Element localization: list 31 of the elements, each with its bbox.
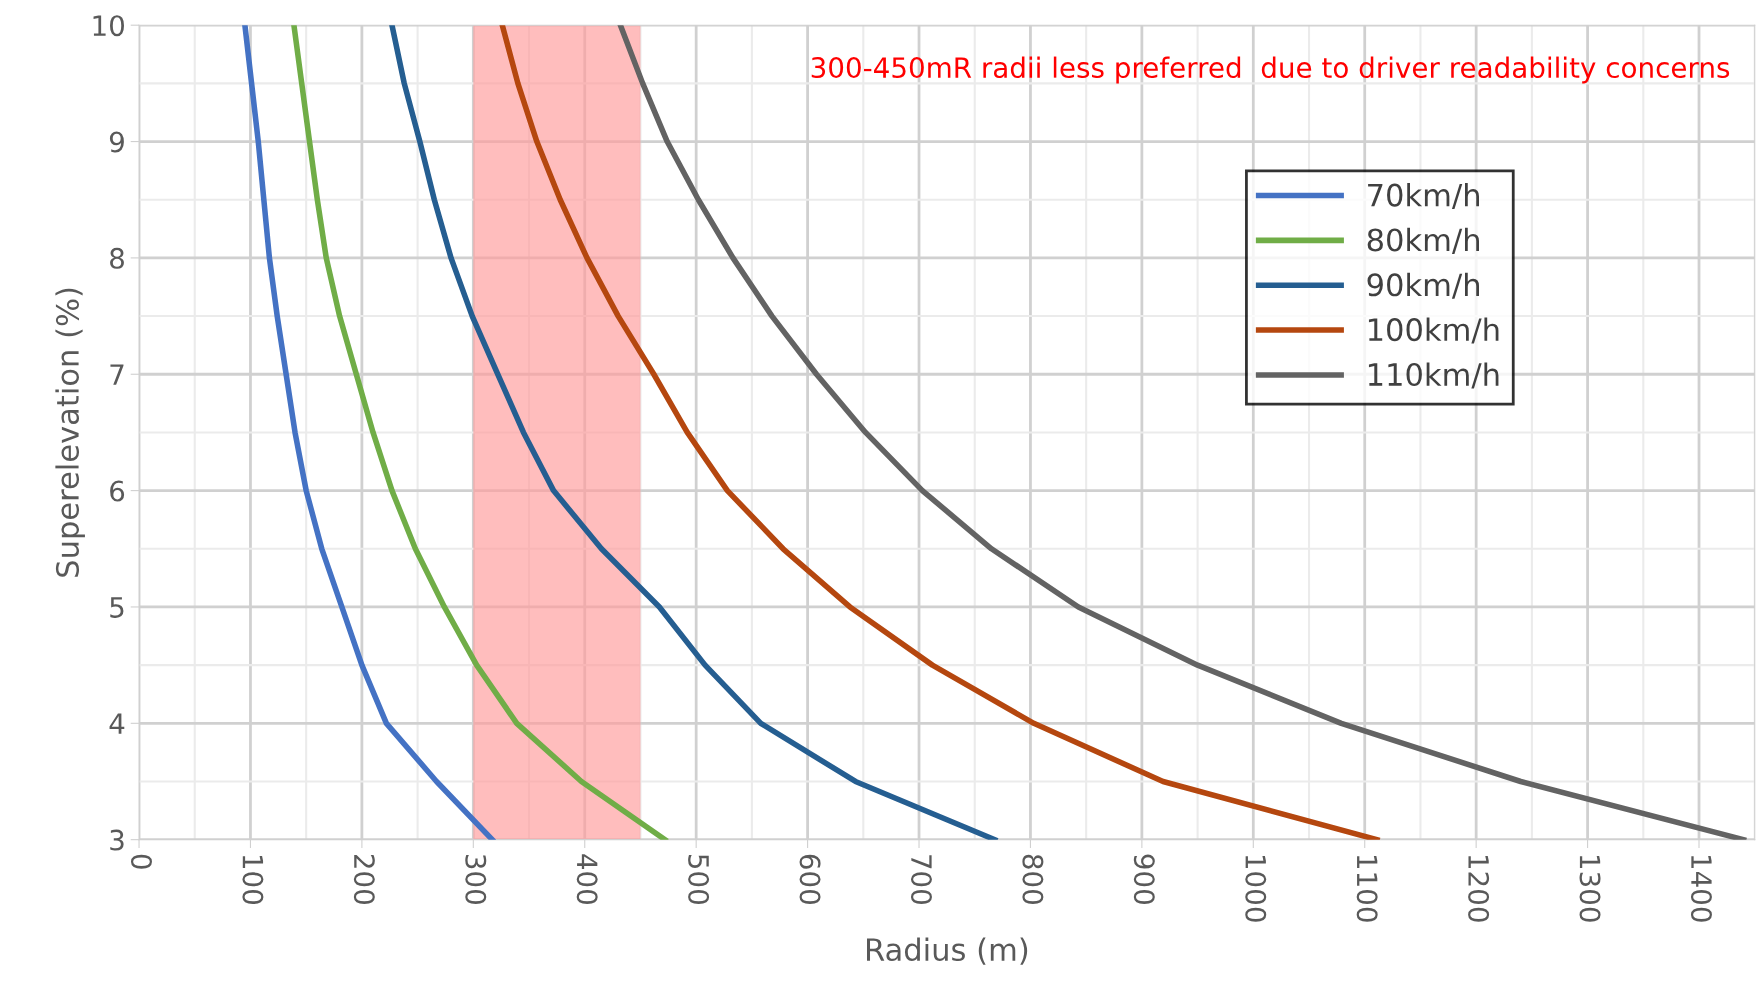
x-tick-label: 1400 bbox=[1690, 855, 1712, 922]
y-tick-label: 7 bbox=[110, 364, 124, 385]
legend-label: 70km/h bbox=[1368, 183, 1479, 210]
y-axis-title: Superelevation (%) bbox=[55, 288, 85, 577]
y-tick-label: 10 bbox=[93, 15, 124, 37]
y-tick-label: 8 bbox=[110, 247, 124, 269]
x-tick-label: 500 bbox=[688, 855, 710, 905]
x-tick-label: 0 bbox=[130, 854, 152, 869]
x-tick-label: 100 bbox=[242, 855, 264, 905]
x-tick-label: 400 bbox=[576, 854, 598, 905]
y-tick-label: 6 bbox=[110, 480, 125, 502]
legend-label: 100km/h bbox=[1368, 317, 1499, 344]
y-tick-label: 9 bbox=[109, 131, 124, 153]
x-tick-label: 700 bbox=[910, 855, 932, 905]
x-tick-label: 900 bbox=[1133, 854, 1155, 905]
x-tick-label: 1000 bbox=[1245, 855, 1267, 922]
y-tick-label: 5 bbox=[110, 597, 124, 618]
legend-label: 90km/h bbox=[1367, 272, 1479, 299]
legend-label: 110km/h bbox=[1368, 362, 1499, 389]
legend-label: 80km/h bbox=[1367, 227, 1479, 254]
x-tick-label: 1100 bbox=[1356, 855, 1378, 922]
x-tick-label: 200 bbox=[353, 854, 375, 905]
x-tick-label: 800 bbox=[1022, 854, 1044, 905]
x-axis-title: Radius (m) bbox=[867, 937, 1028, 965]
x-tick-label: 300 bbox=[465, 854, 487, 905]
y-tick-label: 3 bbox=[110, 829, 124, 851]
y-tick-label: 4 bbox=[109, 713, 125, 734]
x-tick-label: 1200 bbox=[1468, 855, 1490, 922]
x-tick-label: 1300 bbox=[1579, 855, 1601, 922]
x-tick-label: 600 bbox=[799, 854, 821, 905]
annotation: 300-450mR radii less preferred due to driver readability concerns bbox=[811, 56, 1730, 84]
